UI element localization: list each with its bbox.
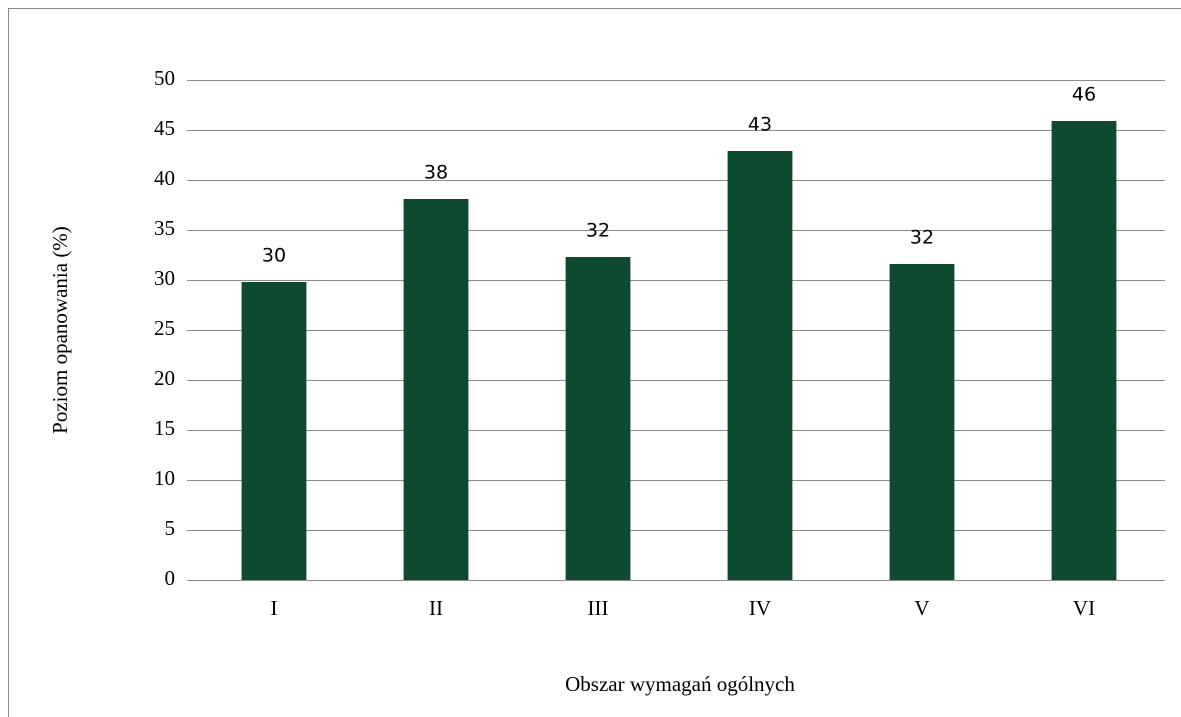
y-tick-label: 50 (154, 66, 175, 90)
y-tick-label: 40 (154, 166, 175, 190)
data-label: 32 (586, 220, 610, 242)
y-tick-label: 10 (154, 466, 175, 490)
x-tick-label: I (271, 596, 278, 620)
bar (241, 282, 307, 580)
bar (565, 257, 631, 580)
x-axis-title: Obszar wymagań ogólnych (565, 672, 795, 696)
y-tick-label: 25 (154, 316, 175, 340)
y-tick-label: 0 (165, 566, 176, 590)
x-tick-label: V (914, 596, 929, 620)
data-label: 46 (1072, 84, 1096, 106)
y-tick-label: 15 (154, 416, 175, 440)
chart-frame (8, 8, 1181, 717)
y-tick-label: 45 (154, 116, 175, 140)
bar (889, 264, 955, 580)
bar (403, 199, 469, 580)
y-tick-label: 20 (154, 366, 175, 390)
y-tick-label: 30 (154, 266, 175, 290)
data-label: 32 (910, 227, 934, 249)
x-tick-label: III (588, 596, 609, 620)
bar (727, 151, 793, 580)
data-label: 38 (424, 162, 448, 184)
x-tick-label: IV (749, 596, 771, 620)
y-axis-title: Poziom opanowania (%) (48, 226, 72, 434)
x-tick-label: VI (1073, 596, 1095, 620)
data-label: 30 (262, 245, 286, 267)
y-tick-label: 5 (165, 516, 176, 540)
y-tick-label: 35 (154, 216, 175, 240)
x-tick-label: II (429, 596, 443, 620)
data-label: 43 (748, 114, 772, 136)
bar (1051, 121, 1117, 580)
